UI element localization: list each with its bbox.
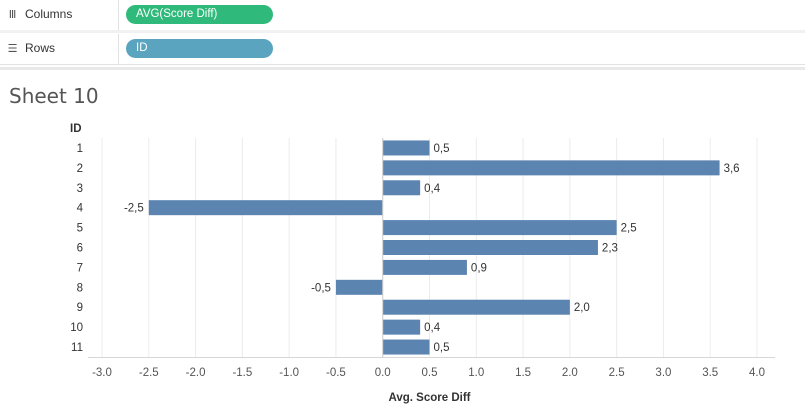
category-label: 7 (77, 262, 83, 274)
data-label: 3,6 (724, 163, 740, 175)
rows-shelf-separator (118, 34, 119, 64)
data-label: -0,5 (311, 282, 331, 294)
category-label: 5 (77, 223, 83, 235)
columns-shelf-label: Ⅲ Columns (6, 7, 73, 21)
rows-icon: ☰ (7, 42, 18, 55)
bar (382, 299, 570, 315)
x-tick-label: 3.5 (702, 367, 718, 379)
category-label: 11 (71, 342, 83, 354)
x-tick-label: -3.0 (92, 367, 112, 379)
x-tick-label: 3.0 (655, 367, 671, 379)
x-tick-label: 2.5 (609, 367, 625, 379)
x-tick-label: -1.5 (232, 367, 252, 379)
bar (335, 279, 383, 295)
rows-label: Rows (25, 41, 56, 55)
panel-top-border (0, 67, 805, 70)
x-tick-label: 0.5 (422, 367, 438, 379)
columns-label: Columns (25, 7, 73, 21)
data-label: -2,5 (124, 203, 144, 215)
bar (382, 240, 598, 255)
x-tick-label: 0.0 (375, 367, 391, 379)
x-tick-label: -2.0 (186, 367, 206, 379)
x-tick-label: -1.0 (279, 367, 299, 379)
rows-pill-id[interactable]: ID (126, 39, 273, 58)
data-label: 0,4 (424, 183, 441, 195)
data-label: 0,5 (434, 342, 450, 354)
bar (148, 200, 383, 216)
category-label: 10 (70, 322, 83, 334)
category-header: ID (70, 123, 82, 135)
bar (382, 259, 467, 275)
category-label: 6 (77, 243, 83, 255)
x-axis-title: Avg. Score Diff (388, 392, 470, 404)
columns-pill-avg-score-diff[interactable]: AVG(Score Diff) (126, 5, 273, 24)
category-label: 9 (77, 302, 83, 314)
sheet-title: Sheet 10 (9, 84, 99, 108)
x-tick-label: -0.5 (326, 367, 346, 379)
bar (382, 220, 617, 236)
x-tick-label: -2.5 (139, 367, 159, 379)
category-label: 3 (77, 183, 83, 195)
bar (382, 160, 720, 176)
shelf-divider (0, 30, 805, 33)
rows-shelf: ☰ Rows ID (0, 34, 805, 65)
x-tick-label: 1.5 (515, 367, 531, 379)
x-tick-label: 2.0 (562, 367, 578, 379)
data-label: 2,3 (602, 243, 618, 255)
data-label: 2,0 (574, 302, 590, 314)
columns-icon: Ⅲ (8, 8, 17, 21)
columns-shelf-separator (118, 0, 119, 30)
bar (382, 180, 421, 196)
bar (382, 319, 421, 335)
x-tick-label: 4.0 (749, 367, 765, 379)
data-label: 0,5 (434, 143, 450, 155)
bar (382, 140, 430, 156)
data-label: 0,4 (424, 322, 441, 334)
category-label: 4 (77, 203, 84, 215)
rows-shelf-label: ☰ Rows (6, 41, 55, 55)
category-label: 8 (77, 282, 83, 294)
category-label: 2 (77, 163, 83, 175)
bar (382, 339, 430, 355)
category-label: 1 (77, 143, 83, 155)
x-tick-label: 1.0 (468, 367, 484, 379)
data-label: 2,5 (621, 223, 637, 235)
data-label: 0,9 (471, 262, 487, 274)
